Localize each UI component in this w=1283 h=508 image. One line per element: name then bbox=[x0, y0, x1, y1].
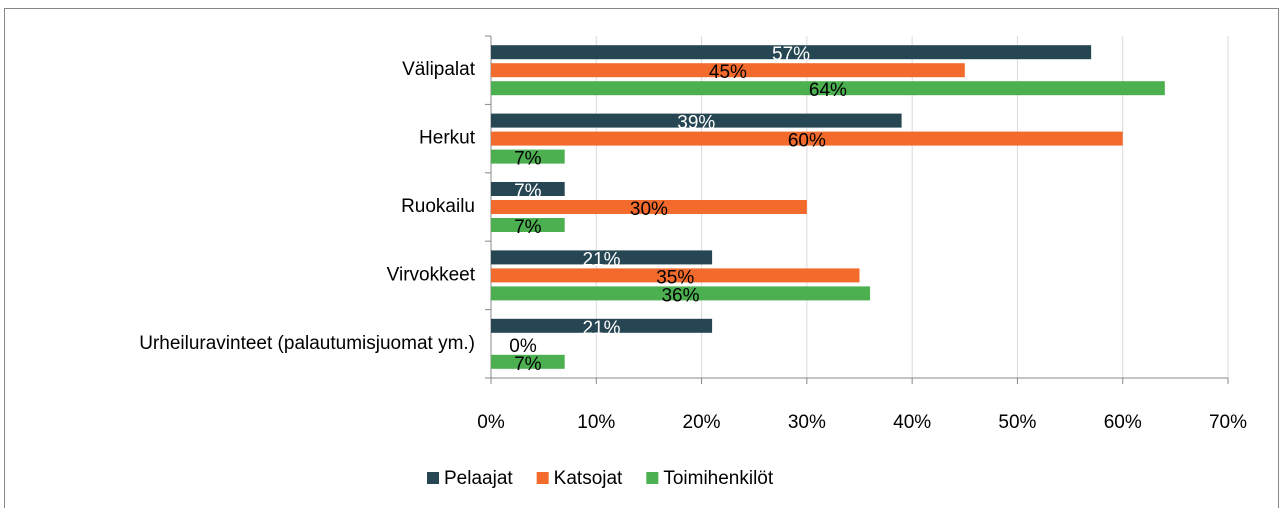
bar bbox=[491, 268, 860, 283]
x-tick-label: 30% bbox=[788, 412, 826, 433]
bar bbox=[491, 113, 902, 128]
data-label: 21% bbox=[583, 249, 621, 270]
data-label: 39% bbox=[677, 113, 715, 134]
data-label: 45% bbox=[709, 62, 747, 83]
category-label: Virvokkeet bbox=[387, 264, 476, 285]
bar bbox=[491, 250, 713, 265]
data-label: 7% bbox=[514, 354, 542, 375]
x-tick-label: 0% bbox=[477, 412, 505, 433]
legend-swatch bbox=[646, 472, 659, 484]
bar bbox=[491, 149, 565, 164]
bar bbox=[491, 318, 713, 333]
bar bbox=[491, 45, 1092, 60]
bar bbox=[491, 200, 807, 214]
data-label: 21% bbox=[583, 318, 621, 339]
data-label: 64% bbox=[809, 80, 847, 101]
x-tick-label: 20% bbox=[683, 412, 721, 433]
chart-frame bbox=[4, 8, 1279, 508]
legend-label: Pelaajat bbox=[444, 468, 513, 489]
bar bbox=[491, 182, 565, 196]
legend-swatch bbox=[427, 472, 439, 484]
x-tick-label: 10% bbox=[577, 412, 615, 433]
data-label: 36% bbox=[661, 285, 699, 306]
legend-label: Toimihenkilöt bbox=[663, 468, 774, 489]
category-label: Ruokailu bbox=[401, 196, 475, 217]
data-label: 0% bbox=[509, 336, 537, 357]
data-label: 35% bbox=[656, 267, 694, 288]
data-label: 30% bbox=[630, 199, 668, 220]
bar bbox=[491, 354, 565, 369]
bar bbox=[491, 63, 965, 78]
legend-swatch bbox=[536, 472, 549, 484]
data-label: 7% bbox=[514, 217, 542, 238]
data-label: 57% bbox=[772, 44, 810, 65]
x-tick-label: 50% bbox=[998, 412, 1036, 433]
x-tick-label: 40% bbox=[893, 412, 931, 433]
category-label: Välipalat bbox=[402, 59, 476, 80]
bar bbox=[491, 81, 1165, 96]
bar bbox=[491, 286, 871, 301]
category-label: Urheiluravinteet (palautumisjuomat ym.) bbox=[139, 333, 475, 354]
data-label: 7% bbox=[514, 149, 542, 170]
x-tick-label: 70% bbox=[1209, 412, 1247, 433]
bar bbox=[491, 131, 1123, 146]
data-label: 60% bbox=[788, 131, 826, 152]
x-tick-label: 60% bbox=[1104, 412, 1142, 433]
data-label: 7% bbox=[514, 181, 542, 202]
bar bbox=[491, 218, 565, 232]
legend-label: Katsojat bbox=[554, 468, 623, 489]
category-label: Herkut bbox=[419, 128, 476, 149]
